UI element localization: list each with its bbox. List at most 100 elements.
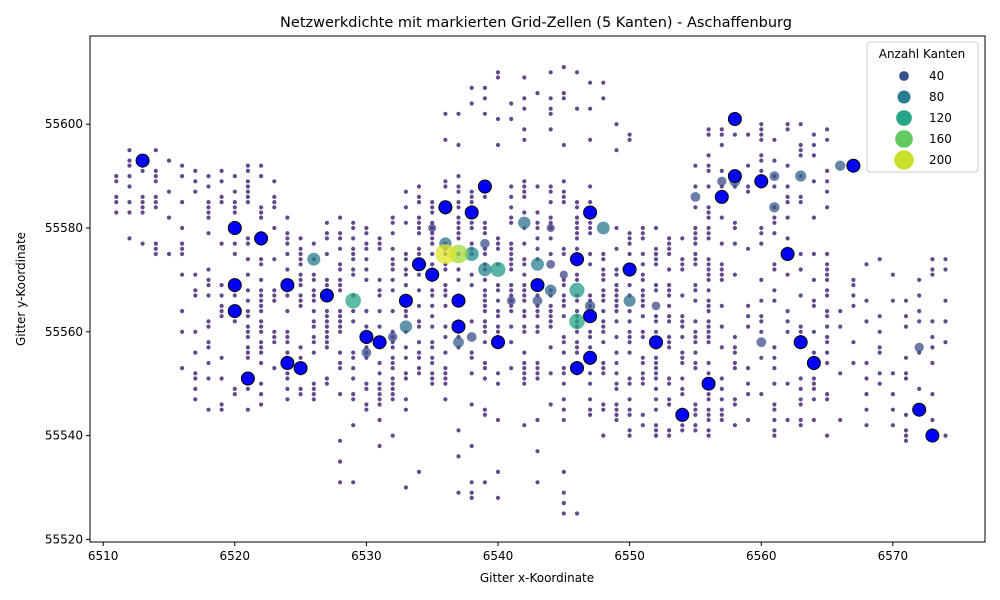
data-point [377, 397, 382, 402]
data-point [259, 319, 264, 324]
data-point [430, 340, 435, 345]
data-point [640, 288, 645, 293]
highlight-point [359, 330, 374, 344]
data-point [324, 251, 329, 257]
highlight-point [701, 376, 716, 391]
data-point [574, 205, 580, 210]
legend-title: Anzahl Kanten [879, 47, 966, 61]
data-point [272, 366, 277, 371]
data-point [535, 309, 540, 314]
data-point [561, 303, 566, 308]
data-point [259, 381, 264, 386]
data-point [522, 257, 527, 262]
data-point [825, 205, 830, 210]
data-point [153, 148, 158, 153]
highlight-point [438, 200, 453, 215]
data-point [522, 376, 527, 381]
data-point [759, 127, 764, 132]
data-point [864, 392, 869, 397]
highlight-point [398, 293, 413, 308]
data-point [403, 355, 408, 360]
data-point [495, 381, 501, 386]
data-point [798, 376, 803, 381]
data-point [653, 366, 659, 371]
data-point [535, 314, 540, 319]
data-point [785, 127, 790, 132]
data-point [153, 194, 158, 199]
data-point [798, 329, 803, 334]
data-point [272, 179, 277, 184]
data-point [403, 220, 408, 225]
data-point [851, 340, 856, 345]
data-point [746, 392, 751, 397]
data-point [416, 200, 422, 205]
data-point [245, 288, 250, 293]
data-point [640, 298, 645, 303]
data-point [627, 231, 632, 236]
data-point [364, 231, 369, 236]
data-point [877, 329, 882, 334]
data-point [311, 319, 316, 324]
data-point [574, 246, 580, 251]
data-point [561, 334, 566, 340]
data-point [180, 225, 185, 231]
data-point [153, 168, 158, 173]
data-point [746, 246, 751, 251]
data-point [377, 371, 382, 376]
data-point [193, 272, 198, 277]
data-point [772, 345, 777, 350]
data-point [495, 314, 501, 319]
data-point [825, 262, 830, 267]
data-point [574, 329, 580, 334]
data-point [430, 381, 435, 386]
highlight-point [675, 407, 690, 422]
data-point [482, 288, 487, 293]
data-point [509, 262, 514, 267]
data-point [390, 231, 395, 236]
data-point [706, 334, 711, 340]
data-point [390, 288, 395, 293]
data-point [245, 345, 250, 350]
data-point [548, 106, 553, 111]
data-point [614, 381, 619, 386]
data-point [640, 277, 645, 282]
data-point [311, 241, 316, 246]
data-point [522, 314, 527, 319]
data-point [127, 184, 132, 189]
data-point [377, 381, 382, 386]
data-point [456, 220, 461, 225]
data-point [206, 407, 211, 412]
data-point [403, 397, 408, 402]
data-point [509, 283, 514, 288]
data-point [640, 360, 645, 366]
data-point [680, 376, 685, 381]
data-point [706, 417, 711, 423]
data-point [206, 345, 211, 350]
data-point [719, 241, 724, 246]
data-point [522, 293, 527, 298]
data-point [890, 371, 896, 376]
data-point [219, 303, 224, 308]
data-point [561, 142, 566, 148]
data-point [746, 324, 751, 329]
data-point [772, 417, 777, 423]
data-point [653, 423, 659, 428]
data-point [430, 345, 435, 350]
data-point [627, 319, 632, 324]
data-point [640, 303, 645, 308]
data-point [245, 163, 250, 168]
data-point [903, 412, 909, 417]
data-point [522, 366, 527, 371]
data-point [640, 262, 645, 267]
data-point [259, 210, 264, 215]
data-point [298, 386, 303, 391]
data-point [377, 236, 382, 241]
data-point [232, 241, 237, 246]
x-tick-label: 6520 [220, 549, 251, 563]
data-point [825, 392, 830, 397]
data-point [588, 381, 593, 386]
data-point [561, 298, 566, 303]
data-point [298, 277, 303, 282]
data-point [509, 340, 514, 345]
data-point [811, 277, 817, 282]
